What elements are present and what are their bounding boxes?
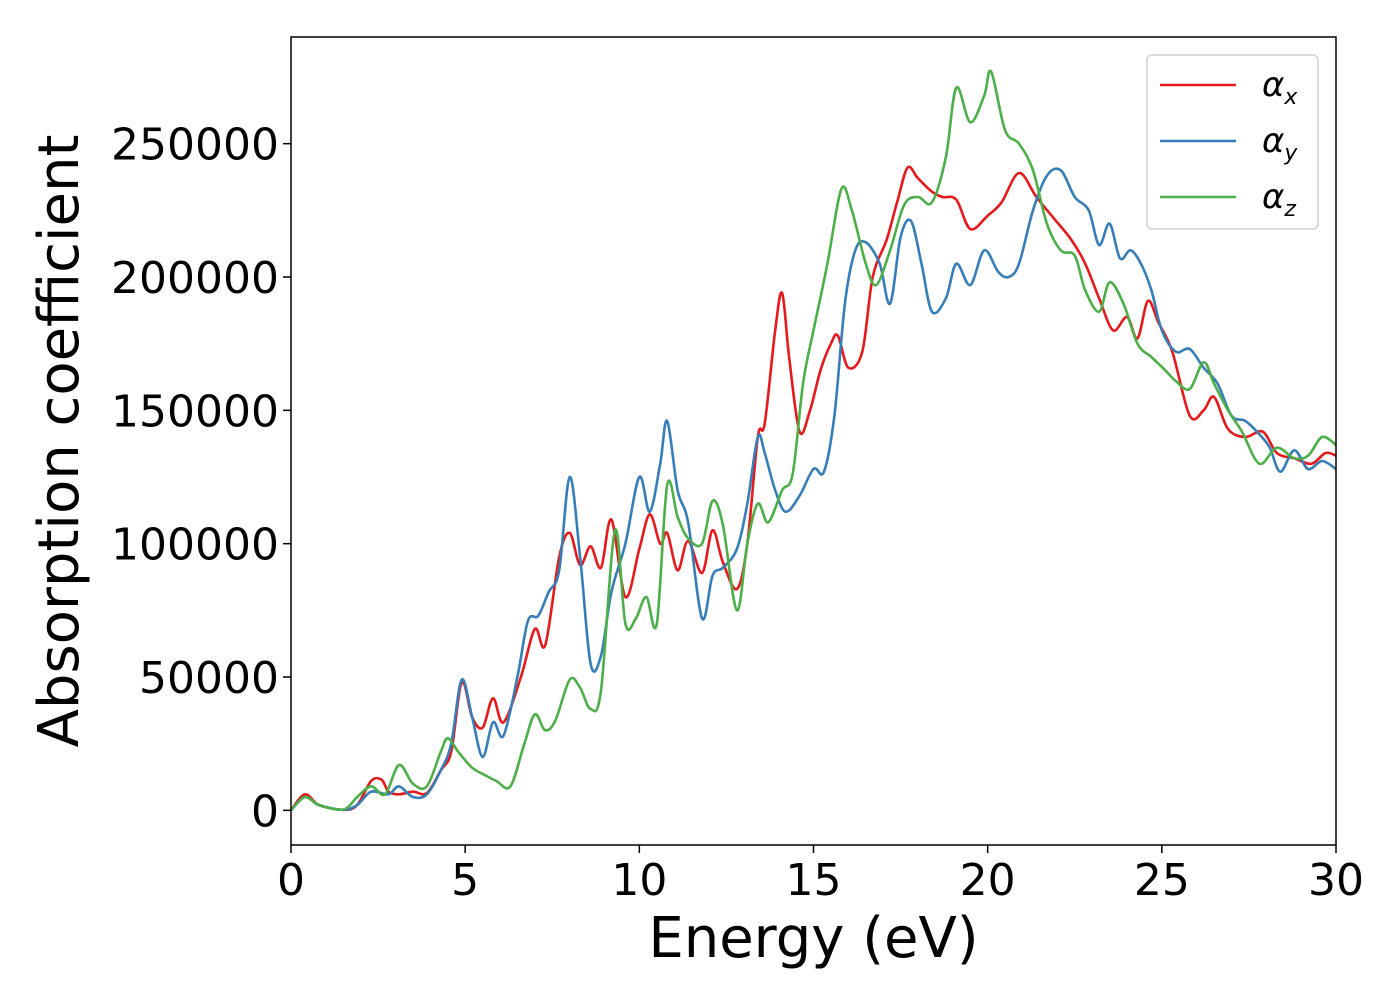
series-line-z: [291, 69, 1336, 812]
y-tick-label: 0: [251, 786, 279, 837]
y-tick-label: 150000: [111, 386, 279, 437]
x-ticks: 0 5 10 15 20 25 30: [277, 845, 1364, 906]
series-line-y: [291, 167, 1336, 812]
x-axis-title: Energy (eV): [648, 906, 978, 971]
y-tick-label: 100000: [111, 520, 279, 571]
x-tick-label: 20: [960, 855, 1016, 906]
x-tick-label: 15: [786, 855, 842, 906]
x-tick-label: 5: [451, 855, 479, 906]
series-layer: [291, 69, 1336, 812]
x-tick-label: 0: [277, 855, 305, 906]
x-tick-label: 10: [611, 855, 667, 906]
y-axis-title: Absorption coefficient: [27, 135, 92, 748]
y-tick-label: 50000: [139, 653, 279, 704]
y-tick-label: 250000: [111, 120, 279, 171]
y-ticks: 0 50000 100000 150000 200000 250000: [111, 120, 291, 837]
x-tick-label: 25: [1134, 855, 1190, 906]
series-line-x: [291, 165, 1336, 812]
y-tick-label: 200000: [111, 253, 279, 304]
x-tick-label: 30: [1308, 855, 1364, 906]
